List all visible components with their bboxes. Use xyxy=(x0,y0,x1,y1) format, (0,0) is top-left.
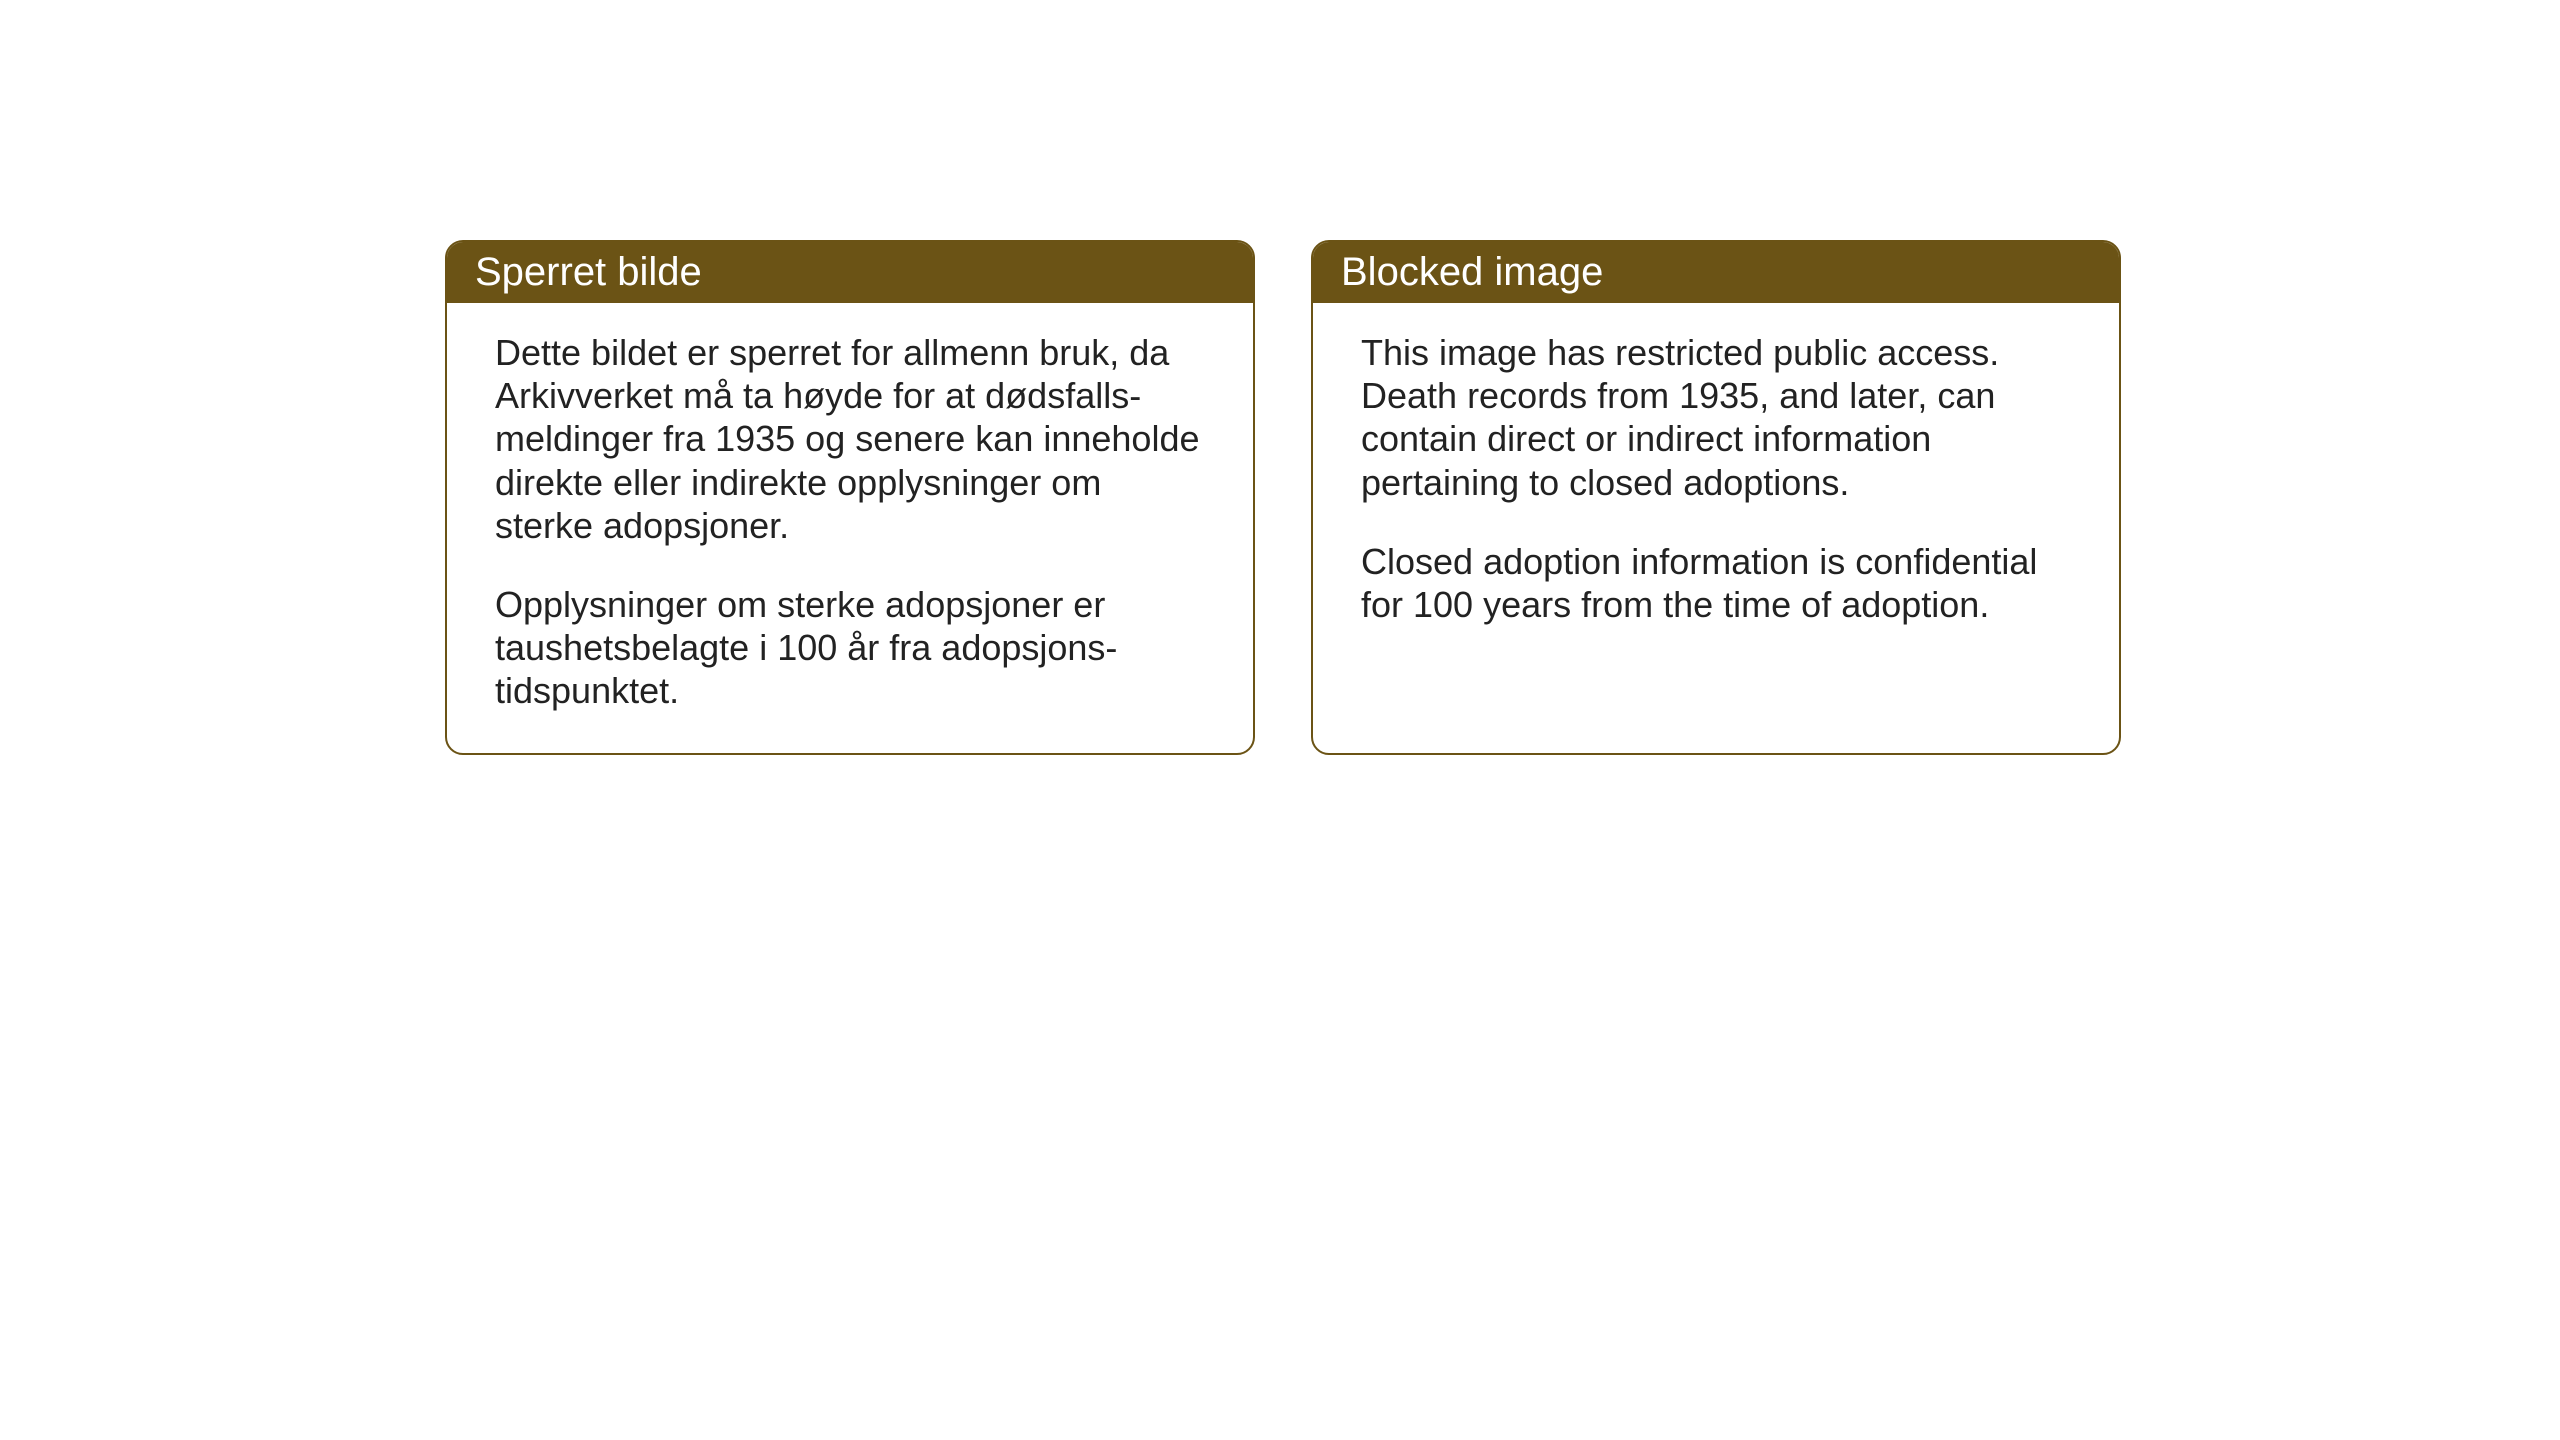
notice-paragraph-1-norwegian: Dette bildet er sperret for allmenn bruk… xyxy=(495,331,1205,547)
notice-header-norwegian: Sperret bilde xyxy=(447,242,1253,303)
notice-card-norwegian: Sperret bilde Dette bildet er sperret fo… xyxy=(445,240,1255,755)
notice-body-norwegian: Dette bildet er sperret for allmenn bruk… xyxy=(447,303,1253,753)
notice-paragraph-2-norwegian: Opplysninger om sterke adopsjoner er tau… xyxy=(495,583,1205,713)
notice-paragraph-2-english: Closed adoption information is confident… xyxy=(1361,540,2071,626)
notice-body-english: This image has restricted public access.… xyxy=(1313,303,2119,666)
notice-header-english: Blocked image xyxy=(1313,242,2119,303)
notice-title-norwegian: Sperret bilde xyxy=(475,250,702,294)
notice-container: Sperret bilde Dette bildet er sperret fo… xyxy=(445,240,2121,755)
notice-card-english: Blocked image This image has restricted … xyxy=(1311,240,2121,755)
notice-paragraph-1-english: This image has restricted public access.… xyxy=(1361,331,2071,504)
notice-title-english: Blocked image xyxy=(1341,250,1603,294)
